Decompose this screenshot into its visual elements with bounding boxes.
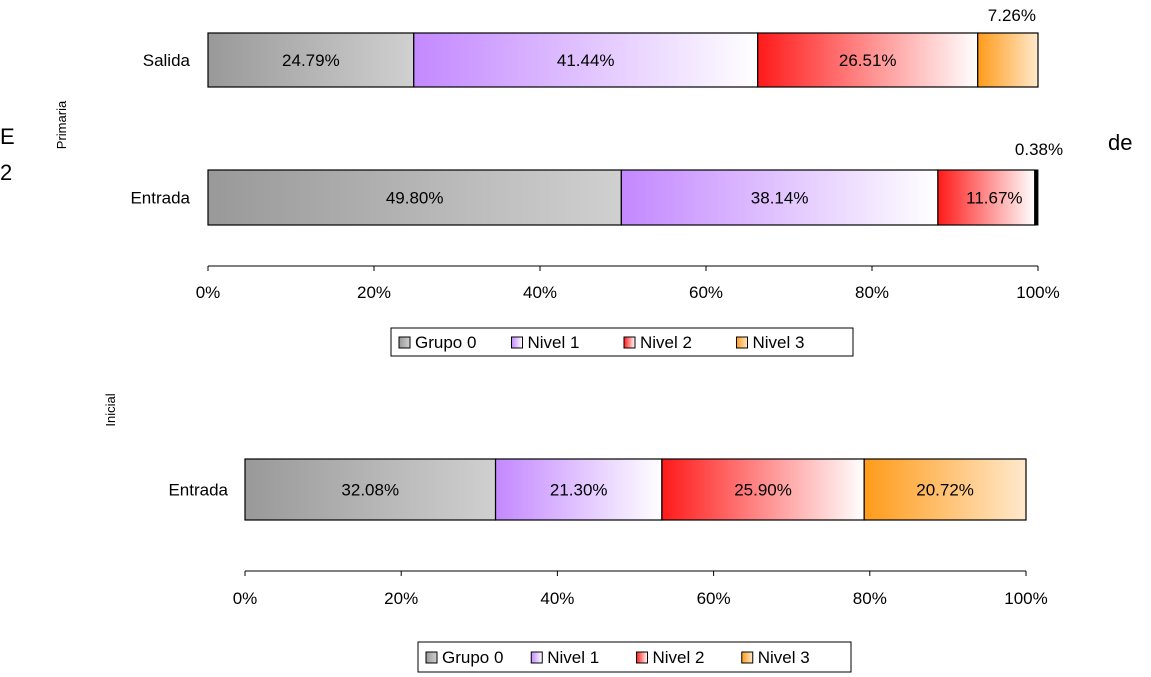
legend-label: Grupo 0 xyxy=(415,333,476,352)
legend-box xyxy=(417,641,852,673)
legend-label: Nivel 2 xyxy=(653,648,705,667)
data-label: 49.80% xyxy=(386,189,444,208)
legend-swatch xyxy=(623,336,636,349)
bar-segment xyxy=(977,32,1039,88)
data-label: 32.08% xyxy=(341,481,399,500)
legend-swatch xyxy=(425,651,438,664)
bar-segment xyxy=(244,458,497,521)
data-label: 11.67% xyxy=(966,189,1022,208)
data-label: 0.38% xyxy=(1015,140,1063,159)
legend-label: Nivel 2 xyxy=(640,333,692,352)
category-label: Salida xyxy=(143,51,191,70)
bar-segment xyxy=(1034,169,1039,226)
bar-segment xyxy=(661,458,865,521)
data-label: 38.14% xyxy=(751,189,809,208)
data-label: 21.30% xyxy=(550,481,608,500)
legend-label: Nivel 1 xyxy=(547,648,599,667)
category-label: Entrada xyxy=(130,189,190,208)
x-tick-label: 20% xyxy=(357,283,391,302)
bar-segment xyxy=(494,458,663,521)
legend-label: Nivel 3 xyxy=(753,333,805,352)
bar-segment xyxy=(937,169,1036,226)
legend-label: Nivel 1 xyxy=(528,333,580,352)
x-tick-label: 60% xyxy=(689,283,723,302)
legend-swatch xyxy=(398,336,411,349)
legend-swatch xyxy=(511,336,523,349)
bar-segment xyxy=(207,32,415,88)
bar-segment xyxy=(757,32,979,88)
x-tick-label: 80% xyxy=(855,283,889,302)
legend-swatch xyxy=(741,651,754,664)
data-label: 20.72% xyxy=(916,481,974,500)
group-label: Inicial xyxy=(103,393,118,426)
background-letter-e: E xyxy=(0,124,15,149)
x-tick-label: 100% xyxy=(1004,589,1047,608)
legend-label: Grupo 0 xyxy=(442,648,503,667)
bar-segment xyxy=(413,32,759,88)
data-label: 24.79% xyxy=(282,51,340,70)
bar-segment xyxy=(863,458,1027,521)
group-label: Primaria xyxy=(54,100,69,149)
x-tick-label: 100% xyxy=(1016,283,1059,302)
x-tick-label: 0% xyxy=(233,589,258,608)
bar-segment xyxy=(620,169,939,226)
background-word-de: de xyxy=(1108,130,1133,155)
data-label: 7.26% xyxy=(988,6,1036,25)
data-label: 25.90% xyxy=(734,481,792,500)
x-tick-label: 60% xyxy=(697,589,731,608)
x-tick-label: 80% xyxy=(853,589,887,608)
data-label: 26.51% xyxy=(839,51,897,70)
x-tick-label: 20% xyxy=(384,589,418,608)
x-tick-label: 40% xyxy=(523,283,557,302)
category-label: Entrada xyxy=(168,481,228,500)
legend-label: Nivel 3 xyxy=(758,648,810,667)
legend-swatch xyxy=(636,651,648,664)
background-digit-2: 2 xyxy=(0,160,13,185)
x-tick-label: 40% xyxy=(540,589,574,608)
legend-box xyxy=(390,327,854,357)
legend-swatch xyxy=(736,336,748,349)
x-tick-label: 0% xyxy=(196,283,221,302)
legend-swatch xyxy=(530,651,543,664)
data-label: 41.44% xyxy=(557,51,615,70)
